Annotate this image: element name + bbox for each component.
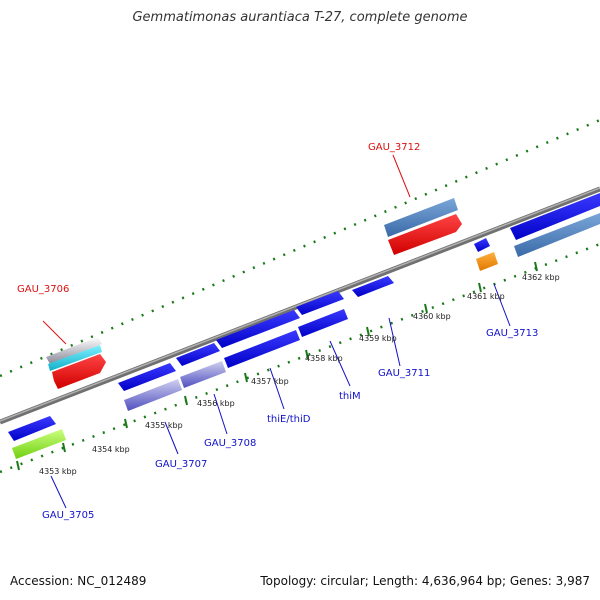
tick-label-4356: 4356 kbp — [197, 399, 235, 408]
gene-label-gau-3708[interactable]: GAU_3708 — [204, 438, 256, 449]
gene-label-thim[interactable]: thiM — [339, 391, 361, 402]
tick-label-4355: 4355 kbp — [145, 421, 183, 430]
gene-labels: GAU_3706 GAU_3712 GAU_3705 GAU_3707 GAU_… — [17, 142, 538, 521]
tick-label-4359: 4359 kbp — [359, 334, 397, 343]
gene-gau-3705-green-feature[interactable] — [12, 429, 66, 459]
gene-gau-3711-feature[interactable] — [352, 276, 394, 297]
tick-labels: 4353 kbp 4354 kbp 4355 kbp 4356 kbp 4357… — [39, 273, 560, 476]
gene-gau-3712-red-feature[interactable] — [388, 214, 462, 255]
gene-label-gau-3711[interactable]: GAU_3711 — [378, 368, 430, 379]
gene-gau-3705-feature[interactable] — [8, 416, 56, 441]
tick-label-4362: 4362 kbp — [522, 273, 560, 282]
gene-gau-3706-rna-feature[interactable] — [46, 337, 102, 364]
gene-gau-3713-blue-feature[interactable] — [474, 238, 490, 252]
gene-label-gau-3707[interactable]: GAU_3707 — [155, 459, 207, 470]
gene-gau-3706-red-feature[interactable] — [52, 354, 106, 389]
tick-label-4353: 4353 kbp — [39, 467, 77, 476]
backbone-ring — [0, 186, 600, 425]
gene-gau-3708-inner-feature[interactable] — [180, 361, 226, 388]
gene-thim-inner-feature[interactable] — [298, 309, 348, 337]
gene-gau-3707-gray-feature[interactable] — [124, 379, 182, 411]
gene-gau-3712-steel-feature[interactable] — [384, 198, 458, 237]
gene-gau-3707-feature[interactable] — [118, 363, 176, 391]
gene-label-gau-3705[interactable]: GAU_3705 — [42, 510, 94, 521]
tick-label-4361: 4361 kbp — [467, 292, 505, 301]
tick-label-4357: 4357 kbp — [251, 377, 289, 386]
gene-gau-3713-orange-feature[interactable] — [476, 252, 498, 271]
gene-label-thie-thid[interactable]: thiE/thiD — [267, 414, 311, 425]
tick-label-4360: 4360 kbp — [413, 312, 451, 321]
map-title: Gemmatimonas aurantiaca T-27, complete g… — [132, 10, 468, 25]
gene-label-gau-3712[interactable]: GAU_3712 — [368, 142, 420, 153]
gene-right-blue-feature[interactable] — [510, 193, 600, 240]
gene-gau-3708-feature[interactable] — [176, 343, 220, 366]
topology-stats-text: Topology: circular; Length: 4,636,964 bp… — [260, 574, 590, 588]
gene-gau-3706-cyan-feature[interactable] — [48, 345, 102, 371]
gene-label-gau-3706[interactable]: GAU_3706 — [17, 284, 69, 295]
leader-lines — [42, 154, 511, 509]
accession-text: Accession: NC_012489 — [10, 574, 147, 588]
gene-label-gau-3713[interactable]: GAU_3713 — [486, 328, 538, 339]
tick-ring-inner — [0, 242, 600, 474]
gene-right-steel-feature[interactable] — [514, 213, 600, 257]
forward-strand-features — [8, 193, 600, 459]
tick-label-4354: 4354 kbp — [92, 445, 130, 454]
gene-thie-thid-inner-feature[interactable] — [224, 330, 300, 368]
gene-thie-thid-feature[interactable] — [216, 310, 300, 348]
gene-thim-feature[interactable] — [296, 291, 344, 315]
tick-ring-inner-major — [16, 261, 538, 471]
tick-label-4358: 4358 kbp — [305, 354, 343, 363]
